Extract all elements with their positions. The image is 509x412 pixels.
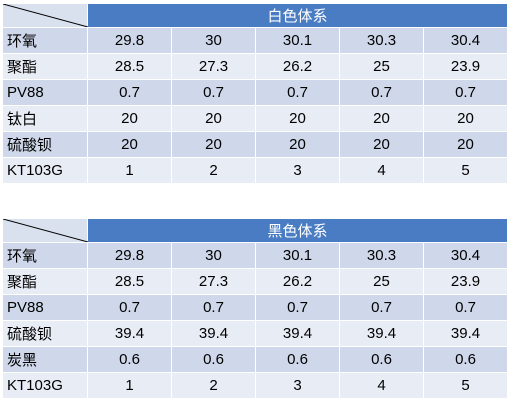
table-cell: 0.7: [423, 294, 508, 321]
table-cell: 0.7: [87, 79, 172, 106]
row-label: KT103G: [2, 157, 88, 184]
table-cell: 20: [87, 105, 172, 132]
table-cell: 23.9: [423, 53, 508, 80]
table-cell: 30: [171, 27, 256, 54]
table-cell: 20: [171, 105, 256, 132]
table-cell: 4: [339, 157, 424, 184]
row-label: 环氧: [2, 242, 88, 269]
table-row: 硫酸钡 20 20 20 20 20: [2, 131, 508, 158]
table-header-row: 黑色体系: [2, 218, 508, 243]
row-label: 聚酯: [2, 268, 88, 295]
table-cell: 28.5: [87, 268, 172, 295]
table-cell: 39.4: [87, 320, 172, 347]
table-cell: 0.7: [171, 294, 256, 321]
row-label: 硫酸钡: [2, 131, 88, 158]
table-title: 白色体系: [87, 3, 508, 28]
row-label: PV88: [2, 294, 88, 321]
table-cell: 3: [255, 157, 340, 184]
table-cell: 0.7: [171, 79, 256, 106]
table-row: 聚酯 28.5 27.3 26.2 25 23.9: [2, 268, 508, 295]
table-cell: 26.2: [255, 53, 340, 80]
table-cell: 20: [339, 105, 424, 132]
table-row: PV88 0.7 0.7 0.7 0.7 0.7: [2, 294, 508, 321]
diagonal-header-cell: [2, 3, 88, 28]
table-title: 黑色体系: [87, 218, 508, 243]
table-cell: 25: [339, 268, 424, 295]
table-cell: 30.1: [255, 27, 340, 54]
table-cell: 20: [255, 105, 340, 132]
table-cell: 39.4: [339, 320, 424, 347]
table-cell: 0.6: [171, 346, 256, 373]
table-cell: 0.7: [87, 294, 172, 321]
table-cell: 0.6: [255, 346, 340, 373]
table-cell: 30.1: [255, 242, 340, 269]
diagonal-header-cell: [2, 218, 88, 243]
row-label: 聚酯: [2, 53, 88, 80]
table-cell: 26.2: [255, 268, 340, 295]
table-row: 硫酸钡 39.4 39.4 39.4 39.4 39.4: [2, 320, 508, 347]
row-label: 炭黑: [2, 346, 88, 373]
table-cell: 2: [171, 157, 256, 184]
table-cell: 0.7: [339, 294, 424, 321]
table-cell: 0.7: [339, 79, 424, 106]
row-label: 硫酸钡: [2, 320, 88, 347]
table-row: KT103G 1 2 3 4 5: [2, 372, 508, 399]
table-cell: 2: [171, 372, 256, 399]
table-cell: 20: [339, 131, 424, 158]
table-cell: 1: [87, 157, 172, 184]
table-cell: 5: [423, 372, 508, 399]
table-cell: 23.9: [423, 268, 508, 295]
table-cell: 30: [171, 242, 256, 269]
table-cell: 20: [423, 105, 508, 132]
row-label: PV88: [2, 79, 88, 106]
white-system-table: 白色体系 环氧 29.8 30 30.1 30.3 30.4 聚酯 28.5 27.3 26.2 2…: [2, 3, 508, 184]
table-cell: 0.7: [255, 79, 340, 106]
table-row: 环氧 29.8 30 30.1 30.3 30.4: [2, 242, 508, 269]
table-row: 炭黑 0.6 0.6 0.6 0.6 0.6: [2, 346, 508, 373]
table-cell: 0.6: [423, 346, 508, 373]
table-cell: 20: [423, 131, 508, 158]
table-cell: 30.4: [423, 27, 508, 54]
table-cell: 20: [255, 131, 340, 158]
table-cell: 39.4: [255, 320, 340, 347]
table-cell: 25: [339, 53, 424, 80]
table-cell: 30.3: [339, 27, 424, 54]
table-cell: 0.7: [255, 294, 340, 321]
table-cell: 0.6: [87, 346, 172, 373]
diagonal-line-icon: [3, 219, 88, 242]
table-cell: 39.4: [171, 320, 256, 347]
table-cell: 0.7: [423, 79, 508, 106]
table-cell: 29.8: [87, 27, 172, 54]
table-cell: 5: [423, 157, 508, 184]
diagonal-line-icon: [3, 4, 88, 27]
table-cell: 27.3: [171, 268, 256, 295]
table-cell: 0.6: [339, 346, 424, 373]
table-header-row: 白色体系: [2, 3, 508, 28]
table-row: 钛白 20 20 20 20 20: [2, 105, 508, 132]
row-label: 环氧: [2, 27, 88, 54]
row-label: 钛白: [2, 105, 88, 132]
table-cell: 30.3: [339, 242, 424, 269]
black-system-table: 黑色体系 环氧 29.8 30 30.1 30.3 30.4 聚酯 28.5 27.3 26.2 2…: [2, 218, 508, 399]
table-row: 聚酯 28.5 27.3 26.2 25 23.9: [2, 53, 508, 80]
table-cell: 29.8: [87, 242, 172, 269]
row-label: KT103G: [2, 372, 88, 399]
table-cell: 30.4: [423, 242, 508, 269]
table-cell: 4: [339, 372, 424, 399]
table-cell: 20: [171, 131, 256, 158]
table-cell: 1: [87, 372, 172, 399]
table-cell: 20: [87, 131, 172, 158]
table-row: 环氧 29.8 30 30.1 30.3 30.4: [2, 27, 508, 54]
table-cell: 39.4: [423, 320, 508, 347]
table-cell: 3: [255, 372, 340, 399]
table-cell: 28.5: [87, 53, 172, 80]
table-row: PV88 0.7 0.7 0.7 0.7 0.7: [2, 79, 508, 106]
table-row: KT103G 1 2 3 4 5: [2, 157, 508, 184]
table-cell: 27.3: [171, 53, 256, 80]
